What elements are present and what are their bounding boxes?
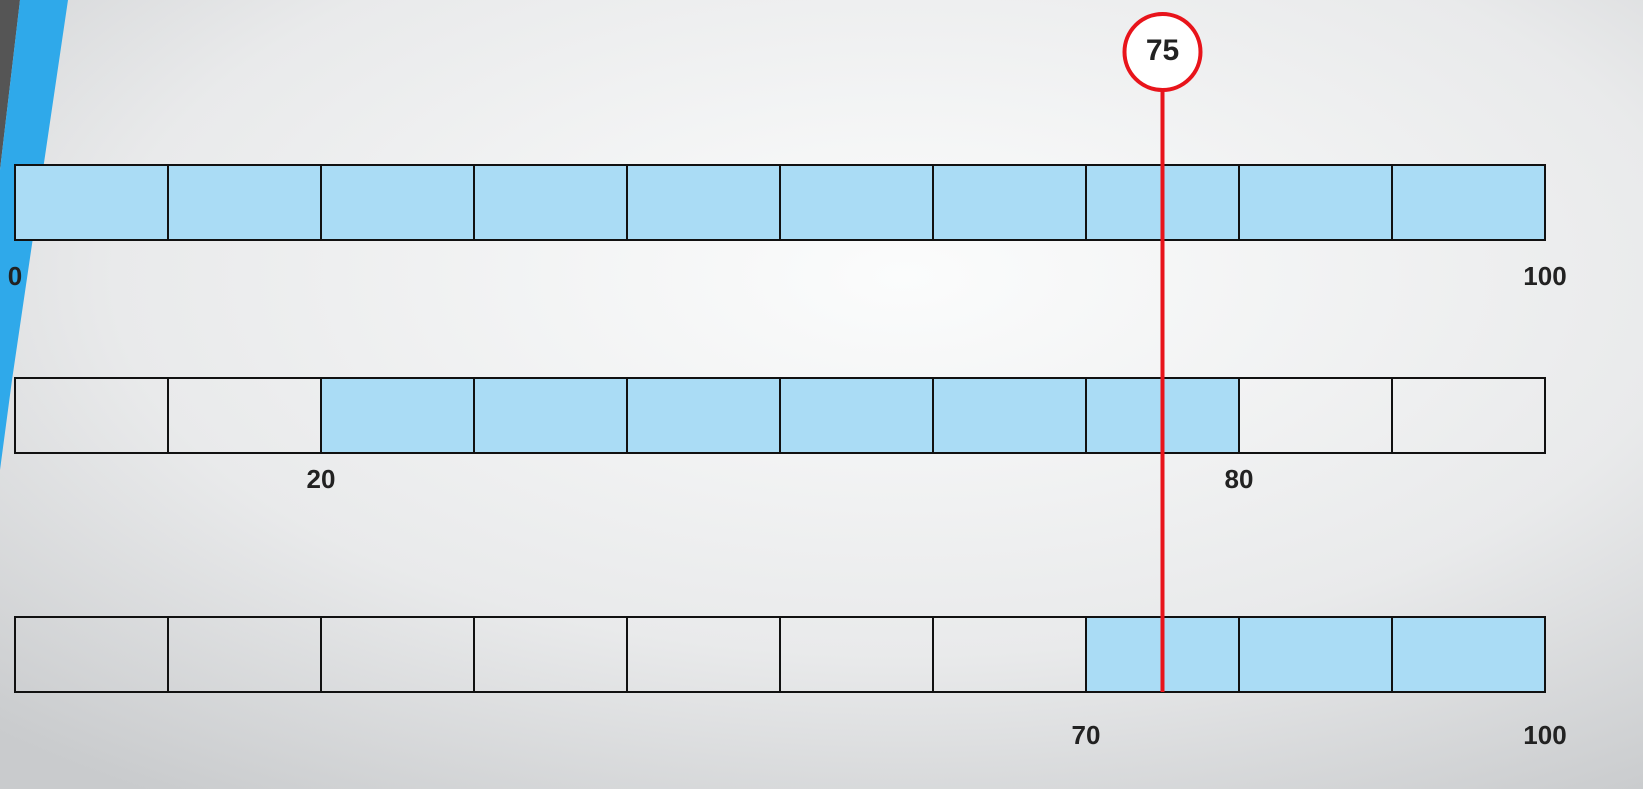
range-label: 20 [307,464,336,494]
cell-filled [1391,164,1546,241]
cell-filled [626,164,781,241]
cell-filled [167,164,322,241]
cell-filled [1238,616,1393,693]
range-label: 100 [1523,261,1566,291]
cell-filled [932,377,1087,454]
cell-filled [932,164,1087,241]
cell-filled [626,377,781,454]
cell-filled [473,164,628,241]
cell-filled [1391,616,1546,693]
cell-filled [1238,164,1393,241]
range-bar: 20 80 [14,377,1546,494]
cell-filled [14,164,169,241]
range-label: 80 [1225,464,1254,494]
cell-filled [473,377,628,454]
cell-filled [320,377,475,454]
range-label: 0 [8,261,22,291]
decor-blue [0,0,68,470]
range-label: 70 [1072,720,1101,750]
marker-circle [1122,12,1203,92]
cell-filled [779,377,934,454]
marker: 75 [1122,12,1203,692]
cell-filled [779,164,934,241]
cell-filled [320,164,475,241]
range-bar: 0 100 [8,164,1567,291]
range-label: 100 [1523,720,1566,750]
cell [1391,377,1546,454]
marker-label: 75 [1146,34,1179,67]
